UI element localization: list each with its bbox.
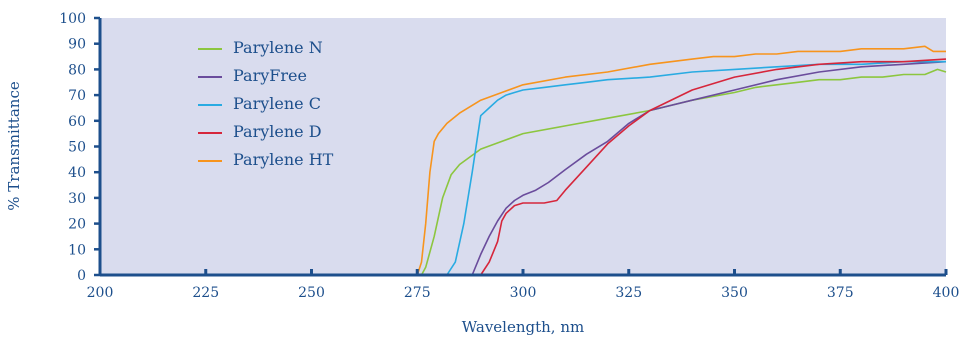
x-tick-label: 325 (615, 285, 642, 301)
y-tick-label: 60 (68, 114, 86, 130)
y-tick-label: 90 (68, 37, 86, 53)
plot-area (100, 18, 946, 275)
legend-label-3: Parylene D (233, 122, 322, 141)
legend-label-1: ParyFree (233, 66, 307, 85)
y-tick-label: 70 (68, 88, 86, 104)
x-tick-label: 300 (510, 285, 537, 301)
x-tick-label: 350 (721, 285, 748, 301)
y-tick-label: 10 (68, 242, 86, 258)
y-tick-label: 50 (68, 140, 86, 156)
y-tick-label: 80 (68, 62, 86, 78)
x-tick-label: 200 (87, 285, 114, 301)
x-axis-title: Wavelength, nm (462, 318, 584, 336)
legend-label-4: Parylene HT (233, 150, 334, 169)
series-line-1 (100, 60, 947, 276)
x-tick-label: 250 (298, 285, 325, 301)
legend-label-0: Parylene N (233, 38, 323, 57)
series-line-3 (100, 58, 947, 276)
y-tick-label: 30 (68, 191, 86, 207)
series-line-4 (100, 45, 946, 276)
legend-label-2: Parylene C (233, 94, 321, 113)
x-tick-label: 400 (933, 285, 960, 301)
y-axis-title: % Transmittance (5, 81, 23, 211)
series-layer (100, 45, 947, 276)
y-tick-label: 20 (68, 217, 86, 233)
x-tick-label: 375 (827, 285, 854, 301)
x-tick-label: 225 (192, 285, 219, 301)
series-line-2 (100, 60, 946, 276)
y-tick-label: 100 (59, 11, 86, 27)
y-tick-label: 0 (77, 268, 86, 284)
ticks-layer: 0 10 20 30 40 50 60 70 80 90 100 200 225 250 275 300 325… (59, 11, 959, 301)
legend: Parylene N ParyFree Parylene C Parylene D Pa… (198, 38, 334, 169)
x-tick-label: 275 (404, 285, 431, 301)
y-tick-label: 40 (68, 165, 86, 181)
